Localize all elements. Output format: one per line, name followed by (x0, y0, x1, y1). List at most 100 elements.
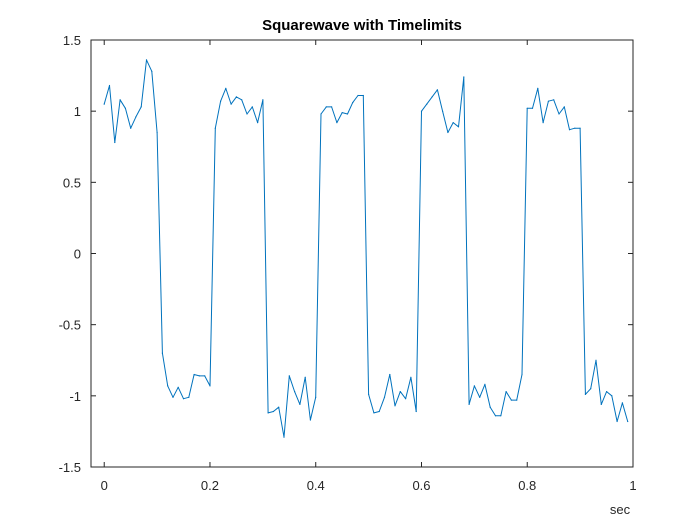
data-point (246, 113, 248, 115)
x-axis-label: sec (610, 502, 631, 517)
data-point (294, 391, 296, 393)
data-point (616, 420, 618, 423)
chart-title: Squarewave with Timelimits (262, 17, 462, 34)
data-point (494, 415, 497, 417)
data-point (383, 396, 386, 398)
x-tick-label: 0 (101, 478, 108, 493)
data-point (558, 113, 560, 115)
data-point (516, 399, 518, 401)
data-point (220, 100, 222, 102)
data-point (563, 106, 565, 108)
y-tick-label: 1 (74, 104, 81, 119)
data-point (161, 352, 163, 354)
data-point (167, 385, 169, 387)
data-point (606, 391, 608, 393)
data-point (272, 410, 274, 413)
data-point (304, 376, 306, 378)
data-point (579, 127, 581, 129)
data-point (156, 131, 158, 134)
x-tick-label: 0.4 (307, 478, 325, 493)
data-point (283, 436, 285, 438)
data-point (251, 106, 253, 108)
data-point (463, 76, 465, 78)
data-point (225, 87, 227, 89)
x-tick-label: 0.6 (412, 478, 430, 493)
data-point (420, 110, 423, 112)
data-point (241, 99, 243, 101)
data-point (489, 406, 491, 408)
data-point (368, 393, 370, 395)
data-point (447, 131, 449, 134)
data-point (405, 398, 407, 400)
data-point (627, 420, 629, 423)
data-point (431, 96, 433, 98)
data-point (357, 94, 359, 97)
data-point (262, 99, 264, 101)
data-point (299, 403, 301, 405)
data-point (140, 106, 142, 108)
data-point (151, 70, 153, 72)
x-tick-label: 0.8 (518, 478, 536, 493)
data-point (473, 385, 475, 387)
data-point (521, 373, 523, 376)
data-point (378, 410, 380, 413)
data-point (510, 399, 512, 401)
data-point (600, 403, 602, 405)
data-point (103, 103, 105, 105)
data-point (341, 112, 343, 114)
data-point (177, 386, 179, 388)
data-point (214, 127, 216, 129)
data-point (484, 383, 486, 385)
data-point (595, 359, 597, 361)
data-point (278, 406, 280, 408)
data-point (590, 388, 592, 390)
data-point (574, 127, 576, 129)
data-point (315, 396, 317, 398)
data-point (288, 375, 290, 377)
y-tick-label: -1.5 (59, 460, 81, 475)
data-point (135, 116, 137, 118)
data-point (198, 375, 200, 377)
data-point (479, 396, 481, 398)
data-point (537, 87, 539, 89)
data-point (611, 395, 613, 397)
data-point (547, 100, 550, 102)
data-point (584, 393, 587, 395)
data-point (267, 412, 269, 414)
data-point (410, 376, 412, 378)
data-point (373, 412, 375, 414)
plot-area: 0 0.2 0.4 0.6 0.8 1 -1.5 -1 -0.5 0 0.5 1 1.5 (59, 33, 637, 493)
data-point (188, 396, 190, 398)
series-line (103, 59, 629, 438)
data-point (531, 107, 534, 109)
data-point (145, 59, 148, 61)
data-point (352, 102, 354, 104)
data-point (124, 107, 126, 109)
y-tick-label: 0 (74, 247, 81, 262)
data-point (553, 99, 555, 101)
y-tick-label: 0.5 (63, 175, 81, 190)
data-point (505, 391, 507, 393)
data-point (172, 396, 174, 398)
data-point (320, 113, 322, 115)
data-point (346, 113, 349, 115)
data-point (426, 103, 428, 105)
x-tick-label: 1 (629, 478, 636, 493)
data-point (568, 129, 571, 131)
data-point (526, 107, 528, 109)
data-point (452, 122, 454, 124)
data-point (331, 106, 333, 108)
data-point (114, 141, 116, 144)
data-point (108, 84, 111, 87)
data-point (415, 410, 417, 413)
data-point (436, 89, 438, 91)
data-point (309, 419, 311, 421)
x-tick-label: 0.2 (201, 478, 219, 493)
data-point (442, 110, 444, 112)
data-point (119, 99, 121, 101)
data-point (204, 375, 206, 377)
data-point (325, 106, 327, 108)
data-point (336, 122, 338, 124)
